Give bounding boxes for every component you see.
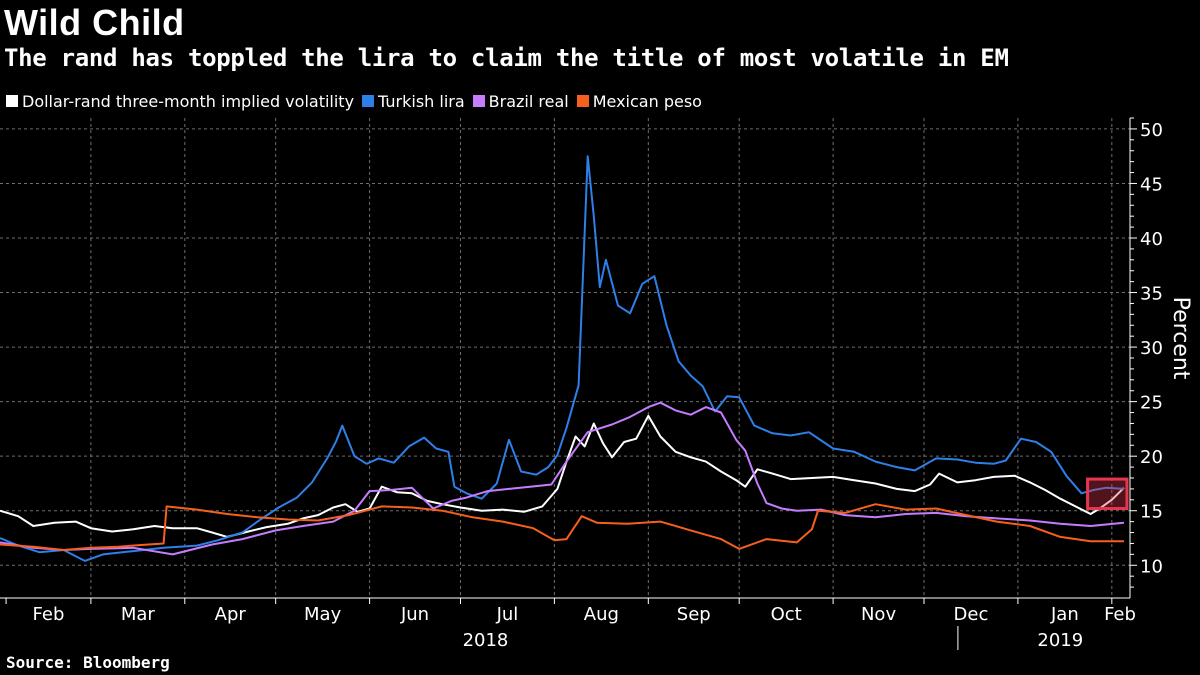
x-tick-label-aug: Aug <box>584 604 619 625</box>
y-tick-label-50: 50 <box>1140 120 1163 141</box>
legend-item-real: Brazil real <box>472 91 569 111</box>
x-year-label-2019: 2019 <box>1037 630 1083 651</box>
legend-swatch-lira <box>362 95 375 107</box>
y-tick-label-45: 45 <box>1140 174 1163 195</box>
legend-label-real: Brazil real <box>488 91 569 111</box>
series-line-3 <box>0 503 1124 551</box>
x-tick-label-mar: Mar <box>121 604 156 625</box>
tick-labels: 10 15 20 25 30 35 40 45 50 Feb Mar Apr May Jun Jul Aug S… <box>33 120 1193 651</box>
y-axis-label: Percent <box>1168 297 1193 380</box>
legend-label-rand: Dollar-rand three-month implied volatili… <box>22 91 355 111</box>
chart-legend: Dollar-rand three-month implied volatili… <box>6 90 710 112</box>
x-tick-label-dec: Dec <box>954 604 989 625</box>
x-tick-label-may: May <box>304 604 342 625</box>
x-tick-label-jun: Jun <box>400 604 429 625</box>
x-tick-label-jul: Jul <box>496 604 519 625</box>
source-note: Source: Bloomberg <box>6 653 170 672</box>
x-tick-label-nov: Nov <box>861 604 896 625</box>
legend-swatch-rand <box>6 95 18 107</box>
y-tick-label-30: 30 <box>1140 338 1163 359</box>
x-tick-label-feb: Feb <box>33 604 65 625</box>
x-tick-label-feb: Feb <box>1104 604 1136 625</box>
highlight-box <box>1086 477 1129 511</box>
y-tick-label-10: 10 <box>1140 556 1163 577</box>
chart-title: Wild Child <box>4 2 185 43</box>
legend-swatch-peso <box>576 95 589 107</box>
grid-lines <box>0 118 1130 598</box>
series-line-2 <box>0 401 1124 556</box>
legend-label-peso: Mexican peso <box>592 91 702 111</box>
x-tick-label-apr: Apr <box>215 604 247 625</box>
legend-item-peso: Mexican peso <box>576 91 702 111</box>
y-tick-label-40: 40 <box>1140 229 1163 250</box>
series-line-0 <box>0 414 1125 538</box>
x-year-label-2018: 2018 <box>463 630 509 651</box>
legend-label-lira: Turkish lira <box>378 91 465 111</box>
y-tick-label-35: 35 <box>1140 284 1163 305</box>
axes <box>0 117 1137 650</box>
y-tick-label-25: 25 <box>1140 393 1163 414</box>
series-line-1 <box>0 155 1124 562</box>
legend-swatch-real <box>472 95 485 107</box>
x-tick-label-jan: Jan <box>1050 604 1079 625</box>
legend-item-lira: Turkish lira <box>362 92 465 111</box>
x-tick-label-sep: Sep <box>677 604 711 625</box>
y-tick-label-20: 20 <box>1140 447 1163 468</box>
legend-item-rand: Dollar-rand three-month implied volatili… <box>6 92 354 111</box>
x-tick-label-oct: Oct <box>771 604 802 625</box>
chart-subtitle: The rand has toppled the lira to claim t… <box>4 44 1009 72</box>
y-tick-label-15: 15 <box>1140 502 1163 523</box>
series-lines <box>0 155 1129 562</box>
